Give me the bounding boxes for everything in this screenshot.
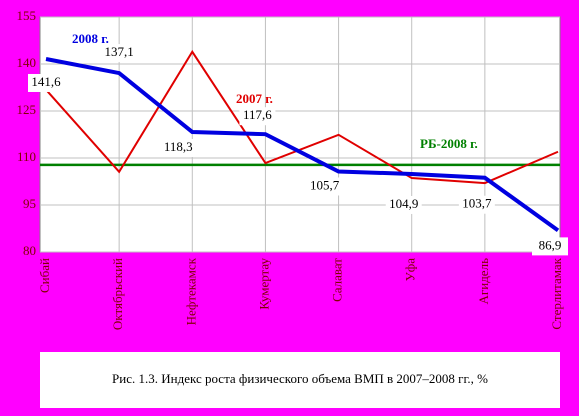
value-label-box — [306, 177, 343, 196]
value-label: 141,6 — [31, 74, 61, 89]
y-tick-label: 95 — [23, 196, 36, 211]
x-tick-label: Нефтекамск — [183, 257, 198, 325]
reference-label: РБ-2008 г. — [420, 136, 478, 151]
caption-box — [40, 352, 560, 408]
value-label-box — [239, 107, 276, 126]
value-label-box — [101, 44, 138, 63]
y-tick-label: 155 — [17, 8, 37, 23]
caption: Рис. 1.3. Индекс роста физического объем… — [112, 371, 488, 386]
x-tick-label: Кумертау — [256, 258, 271, 310]
x-tick-label: Сибай — [37, 258, 52, 293]
value-label: 105,7 — [310, 177, 340, 192]
value-label-box — [28, 73, 64, 92]
value-label: 104,9 — [389, 196, 418, 211]
x-tick-label: Октябрьский — [110, 258, 125, 330]
x-tick-label: Уфа — [403, 258, 418, 282]
y-tick-label: 80 — [23, 243, 36, 258]
y-tick-label: 125 — [17, 102, 37, 117]
value-label: 137,1 — [105, 44, 134, 59]
value-label: 103,7 — [462, 196, 492, 211]
value-label: 117,6 — [243, 107, 272, 122]
value-label-box — [532, 237, 568, 256]
x-tick-label: Салават — [330, 258, 345, 302]
value-label: 86,9 — [539, 237, 562, 252]
value-label: 118,3 — [164, 139, 193, 154]
x-tick-label: Агидель — [476, 258, 491, 305]
value-label-box — [160, 138, 197, 157]
series-line — [45, 57, 560, 233]
y-tick-label: 140 — [17, 55, 37, 70]
value-label-box — [458, 195, 495, 214]
series-name: 2007 г. — [236, 91, 273, 106]
x-tick-label: Стерлитамак — [549, 257, 564, 329]
y-tick-label: 110 — [17, 149, 36, 164]
series-line — [45, 49, 559, 185]
series-name: 2008 г. — [72, 31, 109, 46]
value-label-box — [385, 195, 422, 214]
